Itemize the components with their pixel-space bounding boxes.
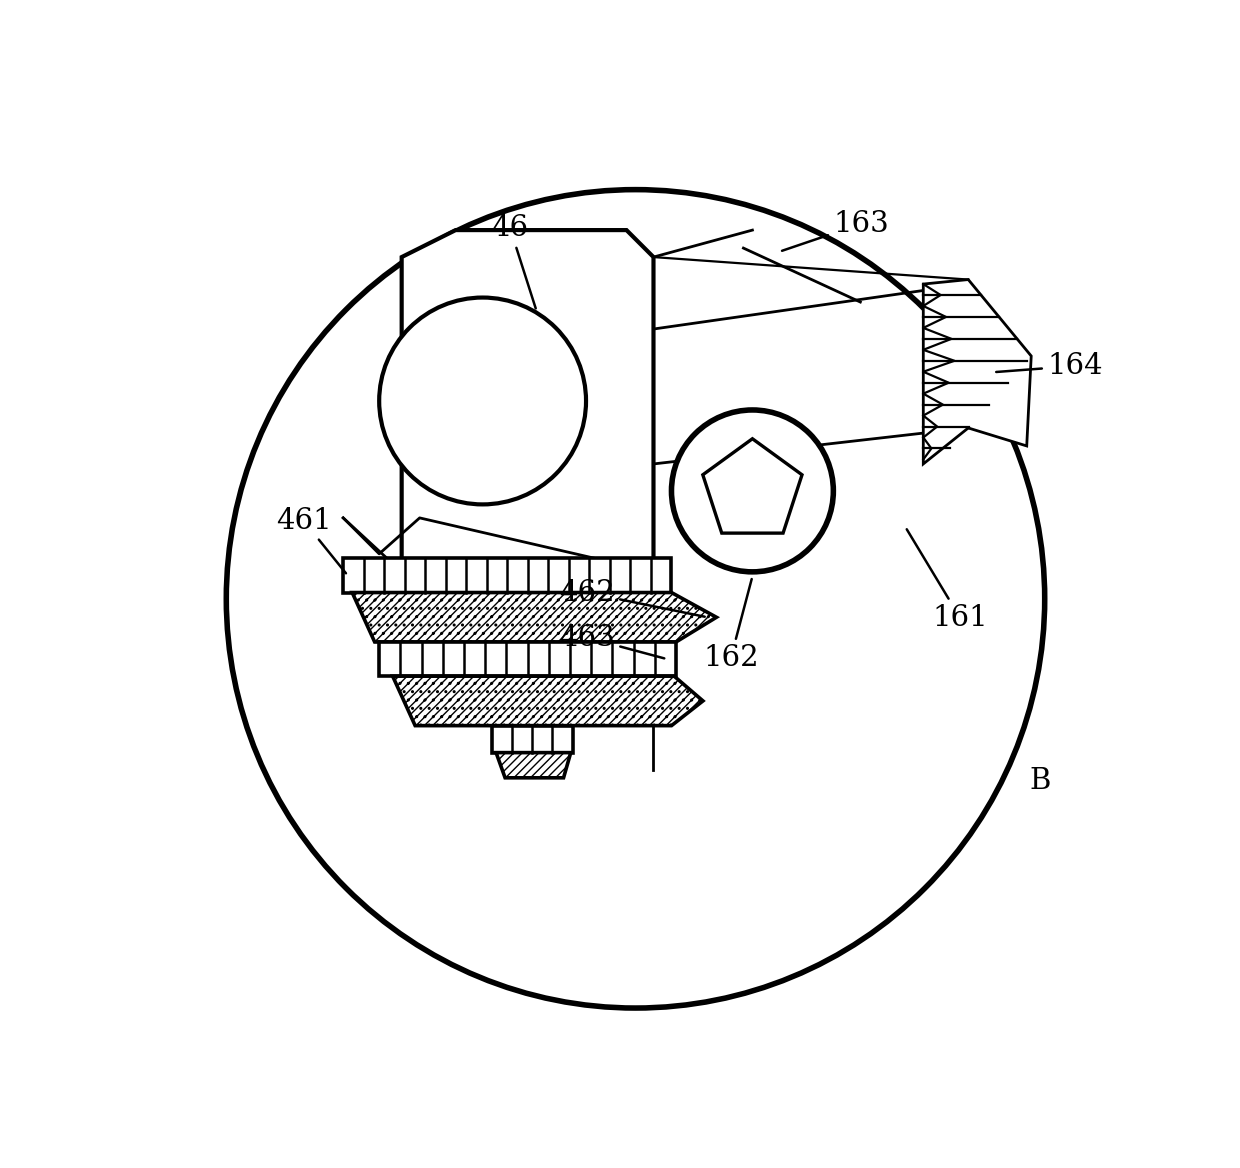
Polygon shape [924, 279, 1032, 464]
Text: 162: 162 [703, 579, 759, 673]
Text: 161: 161 [906, 529, 988, 632]
Bar [491, 725, 573, 752]
Text: 163: 163 [782, 210, 889, 251]
Polygon shape [402, 230, 653, 572]
Circle shape [379, 298, 587, 505]
Circle shape [672, 410, 833, 572]
Polygon shape [393, 676, 703, 725]
Text: 461: 461 [275, 507, 346, 573]
Bar [343, 558, 672, 592]
Bar [379, 642, 676, 676]
Text: 164: 164 [996, 352, 1104, 380]
Text: 463: 463 [559, 624, 665, 659]
Polygon shape [352, 592, 717, 642]
Circle shape [226, 189, 1045, 1008]
Text: B: B [1029, 767, 1050, 795]
Polygon shape [496, 752, 570, 778]
Text: 46: 46 [491, 215, 536, 308]
Text: 462: 462 [559, 578, 704, 617]
